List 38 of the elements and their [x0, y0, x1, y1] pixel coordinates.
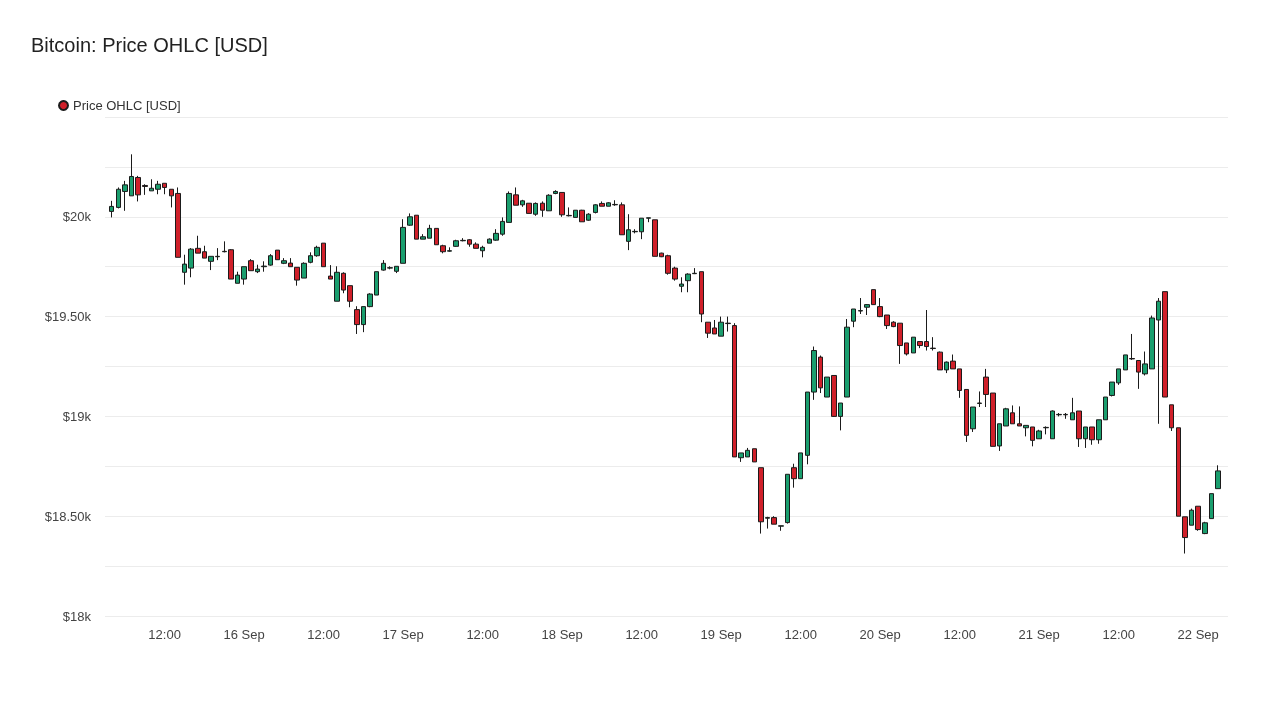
candlestick: [1209, 493, 1214, 520]
x-tick-label: 12:00: [784, 627, 817, 642]
x-tick-label: 12:00: [307, 627, 340, 642]
candlestick: [400, 218, 406, 264]
x-tick-label: 12:00: [625, 627, 658, 642]
y-tick-label: $18.50k: [44, 508, 92, 524]
candlestick: [977, 390, 982, 408]
candlestick: [1169, 404, 1174, 432]
candlestick: [930, 336, 936, 352]
x-tick-label: 19 Sep: [700, 627, 742, 642]
chart-title: Bitcoin: Price OHLC [USD]: [31, 34, 268, 56]
x-tick-label: 12:00: [943, 627, 976, 642]
candlestick: [752, 448, 757, 463]
x-tick-label: 17 Sep: [382, 627, 424, 642]
candlestick: [858, 297, 863, 315]
candlestick: [679, 276, 684, 293]
candlestick: [699, 271, 704, 323]
y-tick-label: $18k: [62, 608, 92, 624]
candlestick: [275, 249, 280, 261]
candlestick: [646, 217, 651, 223]
y-tick-label: $19.50k: [44, 309, 92, 325]
x-tick-label: 16 Sep: [223, 627, 265, 642]
candlestick: [1215, 464, 1221, 490]
candlestick: [109, 200, 114, 218]
x-tick-label: 22 Sep: [1177, 627, 1219, 642]
candlestick: [434, 227, 439, 246]
x-tick-label: 21 Sep: [1018, 627, 1060, 642]
x-tick-label: 18 Sep: [541, 627, 583, 642]
legend-label: Price OHLC [USD]: [73, 98, 181, 113]
y-tick-label: $19k: [62, 408, 92, 424]
x-tick-label: 12:00: [148, 627, 181, 642]
candlestick: [844, 318, 850, 398]
x-tick-label: 12:00: [466, 627, 499, 642]
candlestick: [851, 308, 856, 328]
x-tick-label: 12:00: [1102, 627, 1135, 642]
candlestick: [778, 525, 784, 532]
x-tick-label: 20 Sep: [859, 627, 901, 642]
y-tick-label: $20k: [62, 209, 92, 225]
